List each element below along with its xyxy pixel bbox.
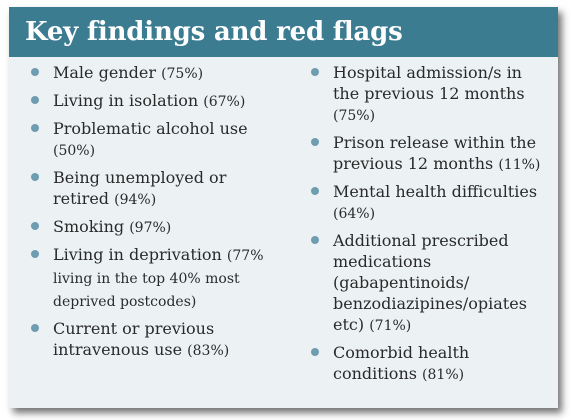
finding-item: Prison release within the previous 12 mo… — [309, 132, 549, 176]
right-findings-list: Hospital admission/s in the previous 12 … — [309, 62, 549, 391]
finding-text: Additional prescribed medications (gabap… — [333, 231, 527, 334]
finding-text: Living in deprivation — [53, 245, 222, 264]
finding-text: Smoking — [53, 217, 125, 236]
finding-percent: (81%) — [422, 367, 465, 383]
finding-text: Living in isolation — [53, 91, 199, 110]
card-header: Key findings and red flags — [9, 7, 558, 57]
finding-percent: (71%) — [369, 318, 412, 334]
finding-percent: (67%) — [203, 94, 246, 110]
bullet-icon — [31, 250, 39, 258]
finding-text: Current or previous intravenous use — [53, 319, 215, 359]
bullet-icon — [311, 187, 319, 195]
finding-percent: (50%) — [53, 143, 96, 159]
finding-percent: (75%) — [333, 108, 376, 124]
finding-item: Being unemployed or retired (94%) — [29, 167, 279, 211]
bullet-icon — [31, 124, 39, 132]
finding-text: Being unemployed or retired — [53, 168, 227, 208]
left-findings-list: Male gender (75%) Living in isolation (6… — [29, 62, 279, 367]
finding-text: Problematic alcohol use — [53, 119, 248, 138]
finding-item: Current or previous intravenous use (83%… — [29, 318, 279, 362]
bullet-icon — [311, 348, 319, 356]
finding-text: Mental health difficulties — [333, 182, 538, 201]
finding-text: Comorbid health conditions — [333, 343, 470, 383]
card-title: Key findings and red flags — [25, 17, 403, 47]
bullet-icon — [31, 324, 39, 332]
finding-item: Male gender (75%) — [29, 62, 279, 85]
finding-percent: (75%) — [161, 66, 204, 82]
finding-item: Additional prescribed medications (gabap… — [309, 230, 549, 337]
bullet-icon — [31, 173, 39, 181]
finding-item: Mental health difficulties (64%) — [309, 181, 549, 225]
bullet-icon — [31, 222, 39, 230]
bullet-icon — [311, 236, 319, 244]
finding-percent: (64%) — [333, 206, 376, 222]
finding-item: Smoking (97%) — [29, 216, 279, 239]
finding-item: Living in isolation (67%) — [29, 90, 279, 113]
finding-item: Problematic alcohol use (50%) — [29, 118, 279, 162]
bullet-icon — [311, 138, 319, 146]
finding-text: Prison release within the previous 12 mo… — [333, 133, 537, 173]
finding-percent: (94%) — [114, 192, 157, 208]
finding-item: Living in deprivation (77% living in the… — [29, 244, 279, 313]
findings-columns: Male gender (75%) Living in isolation (6… — [9, 62, 558, 408]
finding-item: Comorbid health conditions (81%) — [309, 342, 549, 386]
finding-percent: (97%) — [129, 220, 172, 236]
finding-percent: (77% living in the top 40% most deprived… — [53, 248, 264, 310]
bullet-icon — [311, 68, 319, 76]
finding-text: Male gender — [53, 63, 156, 82]
finding-percent: (83%) — [187, 343, 230, 359]
findings-card: Key findings and red flags Male gender (… — [9, 7, 558, 408]
finding-percent: (11%) — [498, 157, 541, 173]
finding-text: Hospital admission/s in the previous 12 … — [333, 63, 525, 103]
bullet-icon — [31, 96, 39, 104]
finding-item: Hospital admission/s in the previous 12 … — [309, 62, 549, 127]
bullet-icon — [31, 68, 39, 76]
